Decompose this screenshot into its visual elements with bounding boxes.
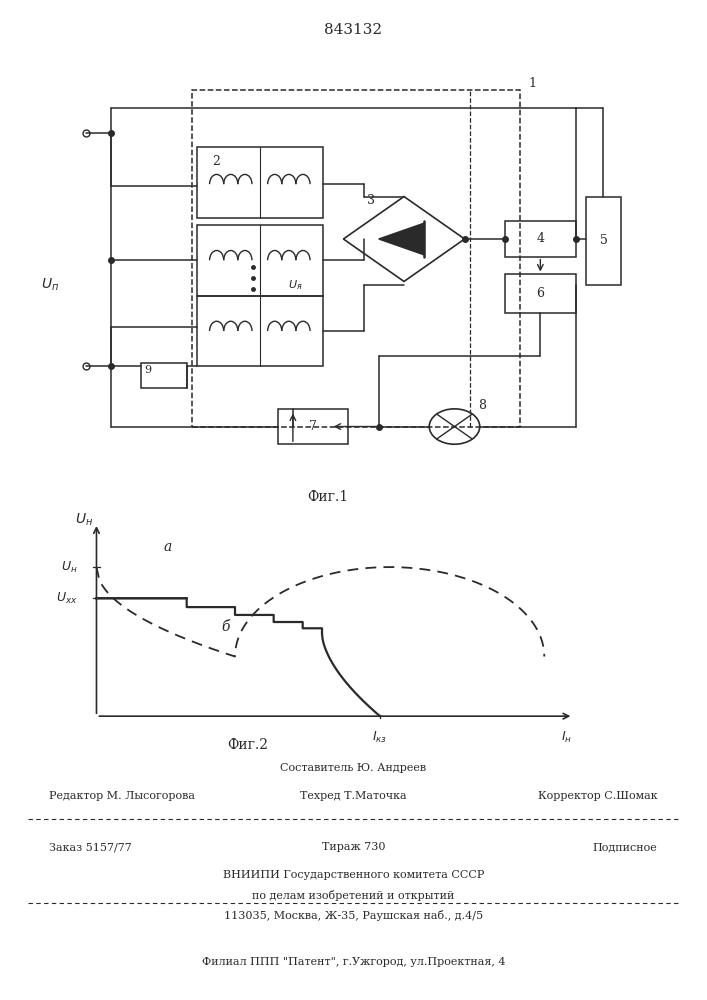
Bar — [278, 409, 349, 444]
Text: 9: 9 — [144, 365, 151, 375]
Bar — [586, 197, 621, 285]
Text: Составитель Ю. Андреев: Составитель Ю. Андреев — [281, 763, 426, 773]
Text: 8: 8 — [478, 399, 486, 412]
Bar — [505, 221, 575, 257]
Bar — [141, 363, 187, 388]
Text: $U_н$: $U_н$ — [74, 511, 93, 528]
Text: 843132: 843132 — [325, 23, 382, 37]
Text: 113035, Москва, Ж-35, Раушская наб., д.4/5: 113035, Москва, Ж-35, Раушская наб., д.4… — [224, 910, 483, 921]
Text: б: б — [221, 620, 230, 634]
Text: Филиал ППП "Патент", г.Ужгород, ул.Проектная, 4: Филиал ППП "Патент", г.Ужгород, ул.Проек… — [201, 957, 506, 967]
Text: 1: 1 — [529, 77, 537, 90]
Bar — [197, 225, 323, 296]
Text: 7: 7 — [309, 420, 317, 433]
Text: Заказ 5157/77: Заказ 5157/77 — [49, 842, 132, 852]
Text: $U_я$: $U_я$ — [288, 278, 303, 292]
Text: $I_н$: $I_н$ — [561, 730, 573, 745]
Text: Техред Т.Маточка: Техред Т.Маточка — [300, 791, 407, 801]
Text: 2: 2 — [212, 155, 220, 168]
Bar — [505, 274, 575, 313]
Text: Корректор С.Шомак: Корректор С.Шомак — [538, 791, 658, 801]
Text: Тираж 730: Тираж 730 — [322, 842, 385, 852]
Text: $U_п$: $U_п$ — [42, 277, 59, 293]
Text: Фиг.1: Фиг.1 — [308, 490, 349, 504]
Text: $U_н$: $U_н$ — [61, 560, 77, 575]
Bar — [197, 147, 323, 218]
Text: 5: 5 — [600, 234, 607, 247]
Text: ВНИИПИ Государственного комитета СССР: ВНИИПИ Государственного комитета СССР — [223, 870, 484, 880]
Text: Фиг.2: Фиг.2 — [227, 738, 268, 752]
Polygon shape — [379, 223, 424, 255]
Bar — [197, 296, 323, 366]
Text: $I_{кз}$: $I_{кз}$ — [373, 730, 387, 745]
Text: 3: 3 — [367, 194, 375, 207]
Text: по делам изобретений и открытий: по делам изобретений и открытий — [252, 890, 455, 901]
Text: a: a — [163, 540, 172, 554]
Text: 4: 4 — [537, 232, 544, 245]
Text: Редактор М. Лысогорова: Редактор М. Лысогорова — [49, 791, 196, 801]
Text: $U_{хх}$: $U_{хх}$ — [56, 591, 77, 606]
Text: Подписное: Подписное — [592, 842, 658, 852]
Bar — [192, 90, 520, 427]
Text: 6: 6 — [537, 287, 544, 300]
